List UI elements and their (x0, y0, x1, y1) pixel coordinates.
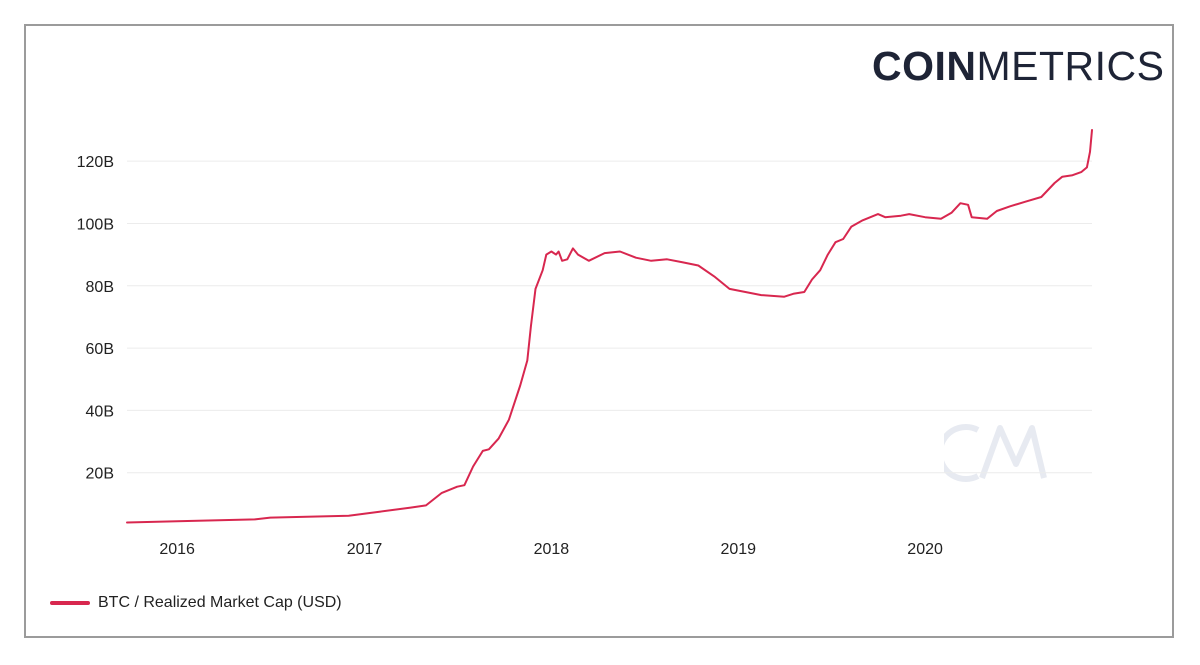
chart-frame (24, 24, 1174, 638)
series-line-btc-realized-market-cap[interactable] (126, 129, 1093, 524)
x-axis-ticks: 2016 2017 2018 2019 2020 (159, 541, 943, 558)
y-tick-label: 60B (86, 341, 114, 358)
legend-swatch (50, 601, 90, 605)
coinmetrics-logo: COINMETRICS (872, 42, 1165, 90)
x-tick-label: 2016 (159, 541, 195, 558)
cm-watermark-icon (944, 424, 1047, 482)
gridlines (127, 160, 1092, 474)
y-tick-label: 20B (86, 466, 114, 483)
legend-label: BTC / Realized Market Cap (USD) (98, 594, 342, 611)
x-tick-label: 2018 (534, 541, 570, 558)
logo-bold-part: COIN (872, 43, 977, 89)
x-tick-label: 2017 (347, 541, 383, 558)
logo-light-part: METRICS (976, 43, 1165, 89)
x-tick-label: 2020 (907, 541, 943, 558)
y-tick-label: 100B (77, 216, 114, 233)
y-tick-label: 120B (77, 154, 114, 171)
x-tick-label: 2019 (720, 541, 756, 558)
y-axis-ticks: 20B 40B 60B 80B 100B 120B (77, 154, 114, 483)
series-layer (126, 129, 1093, 524)
y-tick-label: 80B (86, 279, 114, 296)
legend[interactable]: BTC / Realized Market Cap (USD) (50, 594, 342, 612)
y-tick-label: 40B (86, 403, 114, 420)
